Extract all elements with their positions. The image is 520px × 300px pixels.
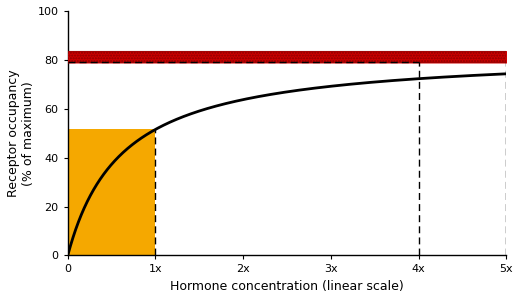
Y-axis label: Receptor occupancy
(% of maximum): Receptor occupancy (% of maximum) [7,69,35,197]
Bar [68,129,155,256]
X-axis label: Hormone concentration (linear scale): Hormone concentration (linear scale) [170,280,404,293]
